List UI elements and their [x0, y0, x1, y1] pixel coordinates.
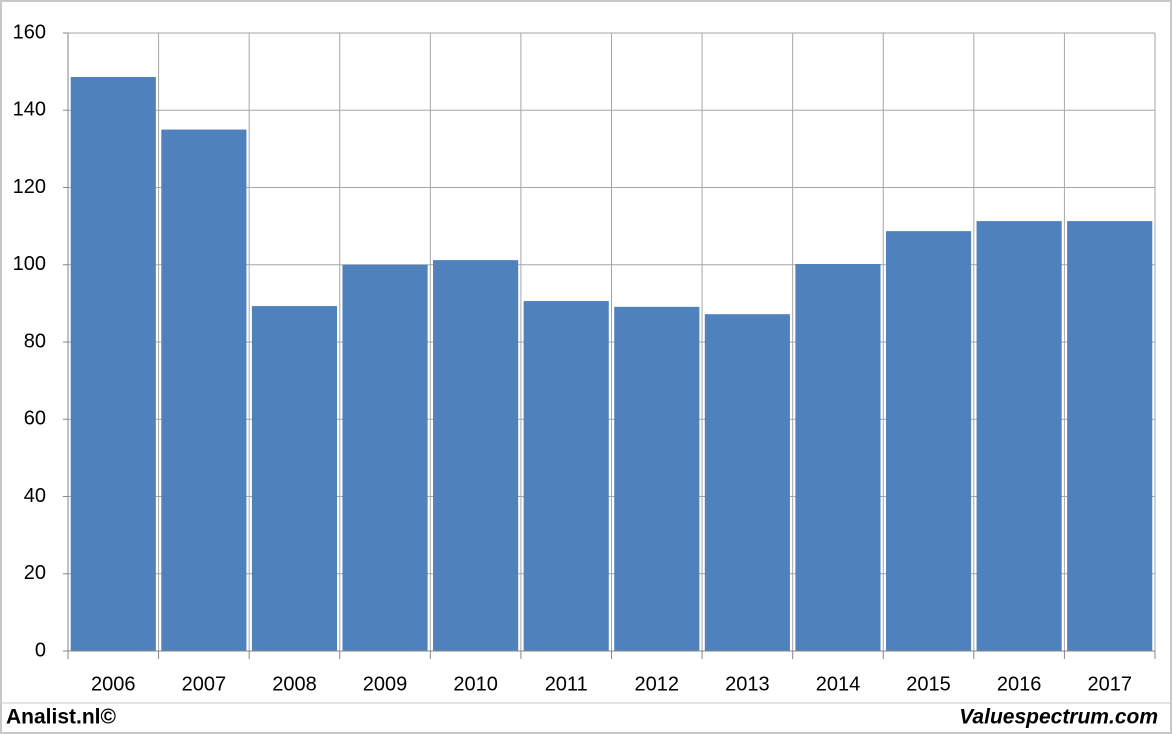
x-tick-label: 2015 — [906, 673, 951, 695]
y-tick-label: 20 — [24, 562, 46, 584]
x-tick-label: 2011 — [545, 673, 588, 695]
x-tick-label: 2009 — [363, 673, 408, 695]
bar — [614, 306, 700, 651]
y-tick-label: 120 — [13, 176, 46, 198]
x-tick-label: 2010 — [453, 673, 498, 695]
x-tick-label: 2012 — [635, 673, 680, 695]
y-tick-label: 140 — [13, 99, 46, 121]
y-tick-label: 40 — [24, 485, 46, 507]
bar — [70, 77, 156, 652]
x-tick-label: 2008 — [272, 673, 317, 695]
bar — [885, 231, 972, 652]
bar — [161, 129, 247, 651]
y-tick-label: 0 — [35, 639, 46, 661]
bar — [704, 314, 790, 651]
bar — [342, 264, 428, 651]
bar — [1067, 221, 1153, 651]
x-tick-label: 2016 — [997, 673, 1042, 695]
x-tick-label: 2006 — [91, 673, 136, 695]
bar — [251, 306, 338, 651]
bar — [795, 263, 881, 651]
bar — [523, 301, 609, 651]
y-tick-label: 60 — [24, 408, 46, 430]
credit: Analist.nl© — [6, 706, 117, 729]
x-tick-label: 2013 — [725, 673, 770, 695]
y-tick-label: 100 — [13, 253, 46, 275]
y-tick-label: 80 — [24, 330, 46, 352]
x-tick-label: 2014 — [816, 673, 861, 695]
source: Valuespectrum.com — [959, 706, 1158, 729]
y-tick-label: 160 — [13, 21, 46, 43]
bar — [433, 260, 519, 651]
x-tick-label: 2007 — [182, 673, 227, 695]
bar — [976, 221, 1062, 651]
x-tick-label: 2017 — [1087, 673, 1132, 695]
